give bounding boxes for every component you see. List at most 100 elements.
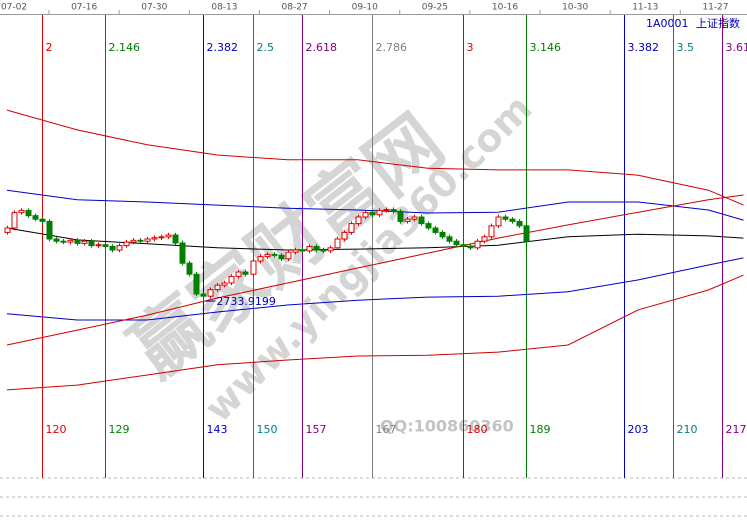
candle-body xyxy=(193,273,200,295)
candle-body xyxy=(116,245,123,251)
candle-body xyxy=(418,216,425,225)
ratio-label: 2 xyxy=(46,41,53,54)
candle-body xyxy=(165,234,172,238)
candle-body xyxy=(214,284,221,291)
candle-body xyxy=(109,245,116,251)
candle-body xyxy=(502,216,509,220)
count-label: 203 xyxy=(628,423,649,436)
indicator-line xyxy=(6,227,744,251)
ratio-label: 2.382 xyxy=(207,41,239,54)
candle-body xyxy=(383,209,390,212)
candle-body xyxy=(32,215,39,220)
candle-body xyxy=(446,236,453,242)
count-label: 120 xyxy=(46,423,67,436)
candle-body xyxy=(341,231,348,240)
count-label: 189 xyxy=(530,423,551,436)
candle-body xyxy=(200,293,207,297)
candle-body xyxy=(60,240,67,243)
x-tick-label: 11-27 xyxy=(702,3,728,13)
candle-body xyxy=(39,218,46,222)
candle-body xyxy=(467,245,474,249)
candle-body xyxy=(362,212,369,218)
candle-body xyxy=(81,240,88,244)
candle-body xyxy=(158,236,165,239)
candle-body xyxy=(235,271,242,277)
candle-body xyxy=(151,237,158,240)
candle-body xyxy=(474,240,481,249)
count-label: 210 xyxy=(677,423,698,436)
candle-body xyxy=(306,245,313,252)
candle-body xyxy=(11,212,18,229)
candle-body xyxy=(390,209,397,212)
candle-body xyxy=(376,209,383,216)
candle-body xyxy=(425,223,432,229)
candle-body xyxy=(221,282,228,286)
candle-body xyxy=(432,227,439,233)
candle-body xyxy=(460,244,467,247)
candle-body xyxy=(137,239,144,242)
candle-body xyxy=(348,223,355,233)
candle-body xyxy=(488,225,495,238)
count-label: 180 xyxy=(467,423,488,436)
candle-body xyxy=(369,212,376,216)
candle-body xyxy=(186,262,193,275)
x-tick-label: 07-02 xyxy=(1,3,27,13)
candle-body xyxy=(278,254,285,260)
x-tick-label: 07-16 xyxy=(71,3,97,13)
x-tick-label: 11-13 xyxy=(632,3,658,13)
candle-body xyxy=(67,239,74,243)
volume-pane xyxy=(0,477,747,517)
candle-body xyxy=(144,238,151,242)
candle-body xyxy=(334,238,341,249)
ratio-label: 3.146 xyxy=(530,41,562,54)
ratio-label: 2.618 xyxy=(306,41,338,54)
candle-body xyxy=(411,216,418,220)
low-label: 2733.9199 xyxy=(216,295,276,308)
candle-body xyxy=(123,241,130,247)
candle-body xyxy=(292,249,299,253)
candle-body xyxy=(250,260,257,275)
candle-body xyxy=(4,227,11,233)
count-label: 143 xyxy=(207,423,228,436)
ratio-label: 3.618 xyxy=(726,41,747,54)
indicator-line xyxy=(6,274,744,391)
count-label: 157 xyxy=(306,423,327,436)
watermark: QQ:100860360 xyxy=(380,417,514,436)
candle-body xyxy=(495,216,502,227)
candle-body xyxy=(53,238,60,242)
candle-body xyxy=(102,244,109,247)
candle-body xyxy=(264,253,271,258)
candle-body xyxy=(74,239,81,244)
candle-body xyxy=(404,218,411,222)
candle-body xyxy=(130,239,137,243)
candle-body xyxy=(18,209,25,214)
candle-body xyxy=(516,220,523,227)
candle-body xyxy=(257,256,264,262)
count-label: 217 xyxy=(726,423,747,436)
candle-body xyxy=(172,234,179,244)
x-tick-label: 08-27 xyxy=(282,3,308,13)
candle-body xyxy=(179,242,186,264)
x-tick-label: 07-30 xyxy=(141,3,167,13)
x-tick-label: 10-30 xyxy=(562,3,588,13)
candle-body xyxy=(397,210,404,222)
candle-body xyxy=(271,253,278,256)
candle-body xyxy=(523,225,530,242)
indicator-line xyxy=(6,109,744,206)
symbol: 1A0001 xyxy=(646,17,689,30)
indicator-line xyxy=(6,194,744,346)
ratio-label: 2.786 xyxy=(376,41,408,54)
x-tick-label: 10-16 xyxy=(492,3,518,13)
candle-body xyxy=(481,236,488,242)
ratio-label: 2.5 xyxy=(257,41,275,54)
candle-body xyxy=(313,245,320,251)
candle-body xyxy=(88,240,95,247)
candle-body xyxy=(439,231,446,238)
candle-body xyxy=(285,251,292,260)
candle-body xyxy=(453,240,460,246)
candle-body xyxy=(299,249,306,252)
x-tick-label: 09-25 xyxy=(422,3,448,13)
count-label: 129 xyxy=(109,423,130,436)
candle-body xyxy=(242,271,249,275)
